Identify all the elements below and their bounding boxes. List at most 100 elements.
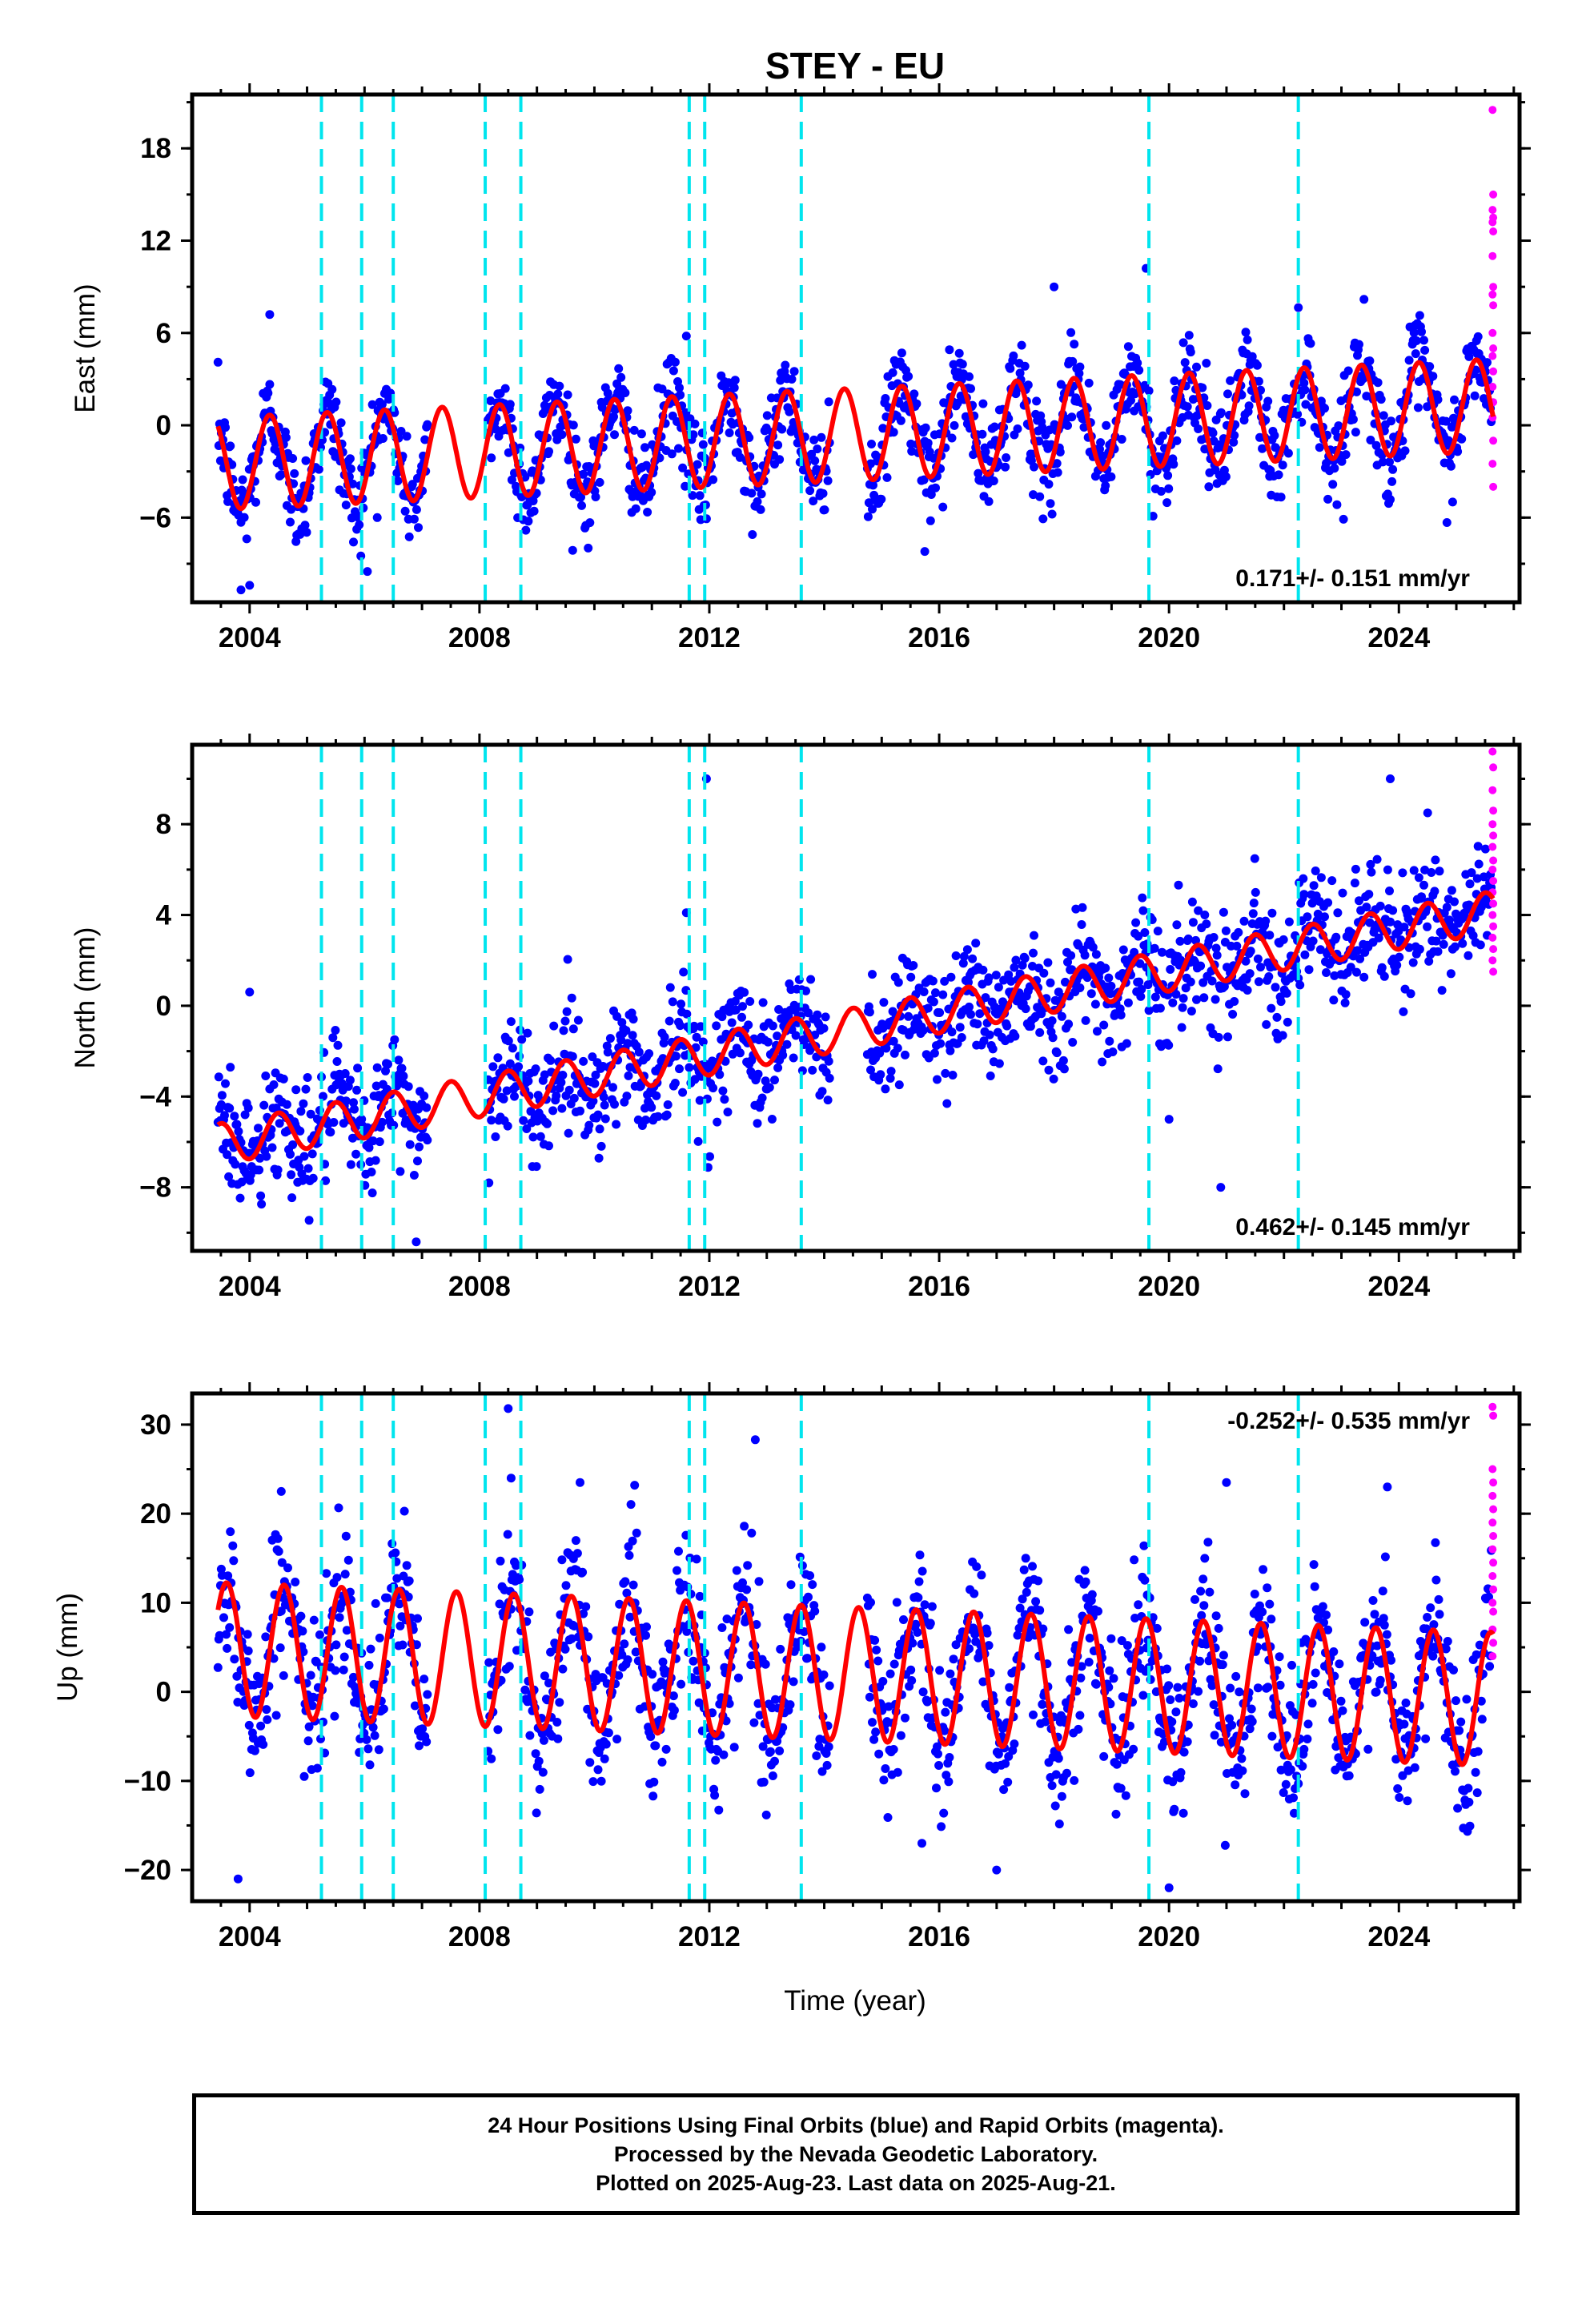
data-point (337, 1079, 347, 1088)
rapid-data-point (1489, 1532, 1498, 1540)
data-point (981, 447, 990, 456)
data-point-outlier (1216, 1183, 1226, 1192)
data-point (564, 1128, 573, 1138)
data-point (669, 1706, 679, 1715)
data-point (940, 976, 950, 986)
data-point (975, 1009, 985, 1019)
data-point (1435, 1610, 1444, 1619)
data-point (1180, 358, 1190, 368)
data-point (1162, 498, 1172, 508)
data-point (335, 1613, 344, 1622)
data-point (1415, 944, 1424, 954)
data-point (1275, 1652, 1284, 1662)
data-point (1431, 855, 1440, 865)
data-point (641, 1630, 650, 1640)
data-point (548, 1106, 558, 1116)
data-point (215, 1630, 224, 1640)
data-point (374, 1745, 383, 1755)
y-tick-label: 30 (140, 1409, 171, 1441)
data-point (1164, 1040, 1174, 1050)
data-point (1485, 1662, 1495, 1671)
data-point (1401, 1699, 1411, 1707)
data-point (824, 397, 833, 407)
data-point (617, 1018, 627, 1027)
data-point (1355, 954, 1365, 963)
data-point (1399, 923, 1409, 932)
data-point (773, 440, 783, 450)
data-point (923, 1003, 933, 1013)
data-point (1340, 998, 1350, 1007)
data-point (982, 1628, 992, 1638)
data-point (677, 1679, 686, 1689)
data-point (1187, 897, 1197, 907)
data-point (420, 1675, 429, 1684)
data-point (821, 1749, 831, 1758)
data-point (1450, 897, 1459, 907)
data-point (964, 978, 973, 987)
data-point (1207, 976, 1217, 986)
data-point (1214, 1623, 1223, 1633)
data-point (1009, 351, 1018, 360)
data-point (669, 1691, 678, 1701)
x-tick-label: 2016 (908, 1921, 970, 1952)
rapid-data-point (1489, 301, 1498, 310)
data-point (1221, 472, 1231, 481)
data-point (503, 1121, 512, 1131)
data-point (648, 1791, 658, 1801)
data-point (1464, 1783, 1473, 1793)
data-point (1001, 462, 1010, 472)
data-point (623, 1039, 632, 1048)
data-point (746, 1660, 756, 1670)
data-point (555, 1698, 564, 1707)
data-point (1038, 1624, 1048, 1634)
data-point (552, 1718, 562, 1727)
data-point (1431, 1575, 1441, 1585)
data-point (649, 1777, 659, 1787)
data-point (678, 463, 688, 472)
y-tick-label: 10 (140, 1587, 171, 1618)
data-point (1140, 928, 1150, 937)
data-point (765, 1747, 775, 1756)
data-point (1300, 385, 1310, 395)
data-point (665, 1016, 674, 1026)
data-point (1303, 1719, 1313, 1729)
data-point (747, 489, 757, 498)
data-point (1254, 977, 1263, 987)
data-point (1177, 1023, 1186, 1032)
data-point (1388, 906, 1398, 915)
data-point (553, 1734, 563, 1743)
data-point (341, 1096, 351, 1106)
data-point (1447, 497, 1457, 507)
data-point (1144, 1006, 1154, 1015)
data-point (1308, 1679, 1318, 1689)
data-point (754, 1577, 764, 1586)
data-point (1075, 362, 1085, 372)
data-point (1148, 1613, 1158, 1622)
data-point (748, 530, 757, 539)
data-point (1370, 1610, 1379, 1619)
data-point (648, 1670, 657, 1679)
data-point (1088, 943, 1098, 952)
data-point (906, 1665, 916, 1675)
data-point (785, 407, 794, 416)
data-point (1464, 352, 1474, 361)
data-point (819, 1023, 829, 1033)
data-point (822, 1760, 832, 1770)
data-point (892, 1598, 901, 1607)
rapid-data-point (1489, 1607, 1498, 1616)
rapid-data-point (1489, 367, 1498, 376)
data-point (1258, 1607, 1267, 1617)
data-point (622, 1588, 632, 1598)
data-point (670, 1079, 680, 1088)
data-point (674, 1546, 683, 1556)
data-point-outlier (917, 1839, 926, 1848)
data-point (934, 1761, 944, 1770)
data-point (1341, 990, 1351, 999)
data-point (532, 1162, 541, 1172)
data-point-outlier (681, 332, 691, 341)
data-point (813, 444, 822, 454)
data-point (560, 1016, 570, 1026)
data-point (368, 1723, 378, 1732)
data-point (1253, 1683, 1263, 1693)
data-point (977, 1570, 986, 1580)
